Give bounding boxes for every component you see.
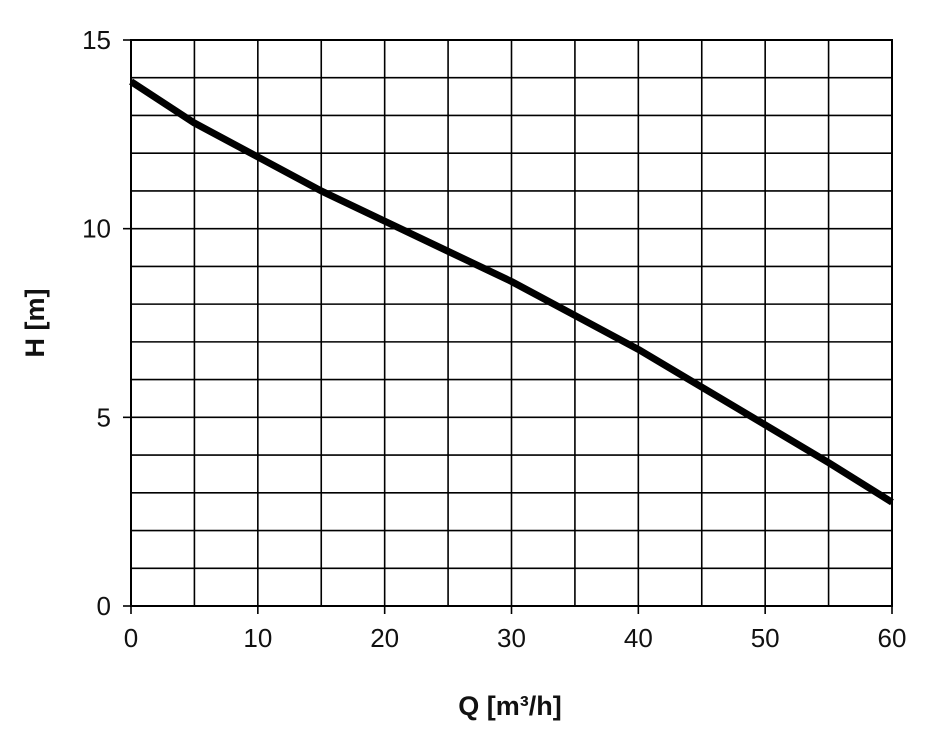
series-line <box>129 78 894 506</box>
x-tick-label: 40 <box>624 623 653 653</box>
series-layer <box>129 78 894 506</box>
x-axis-title: Q [m³/h] <box>458 691 561 721</box>
y-tick-label: 5 <box>97 402 111 432</box>
y-tick-label: 0 <box>97 591 111 621</box>
x-tick-label: 0 <box>124 623 138 653</box>
y-tick-label: 15 <box>82 25 111 55</box>
grid <box>130 39 893 607</box>
x-tick-label: 10 <box>243 623 272 653</box>
tick-labels: 0 10 20 30 40 50 60 0 5 10 15 <box>82 25 906 653</box>
x-tick-label: 20 <box>370 623 399 653</box>
y-tick-label: 10 <box>82 214 111 244</box>
x-tick-label: 50 <box>751 623 780 653</box>
axes <box>123 39 893 614</box>
x-tick-label: 60 <box>878 623 907 653</box>
y-axis-title: H [m] <box>20 289 50 358</box>
x-tick-label: 30 <box>497 623 526 653</box>
